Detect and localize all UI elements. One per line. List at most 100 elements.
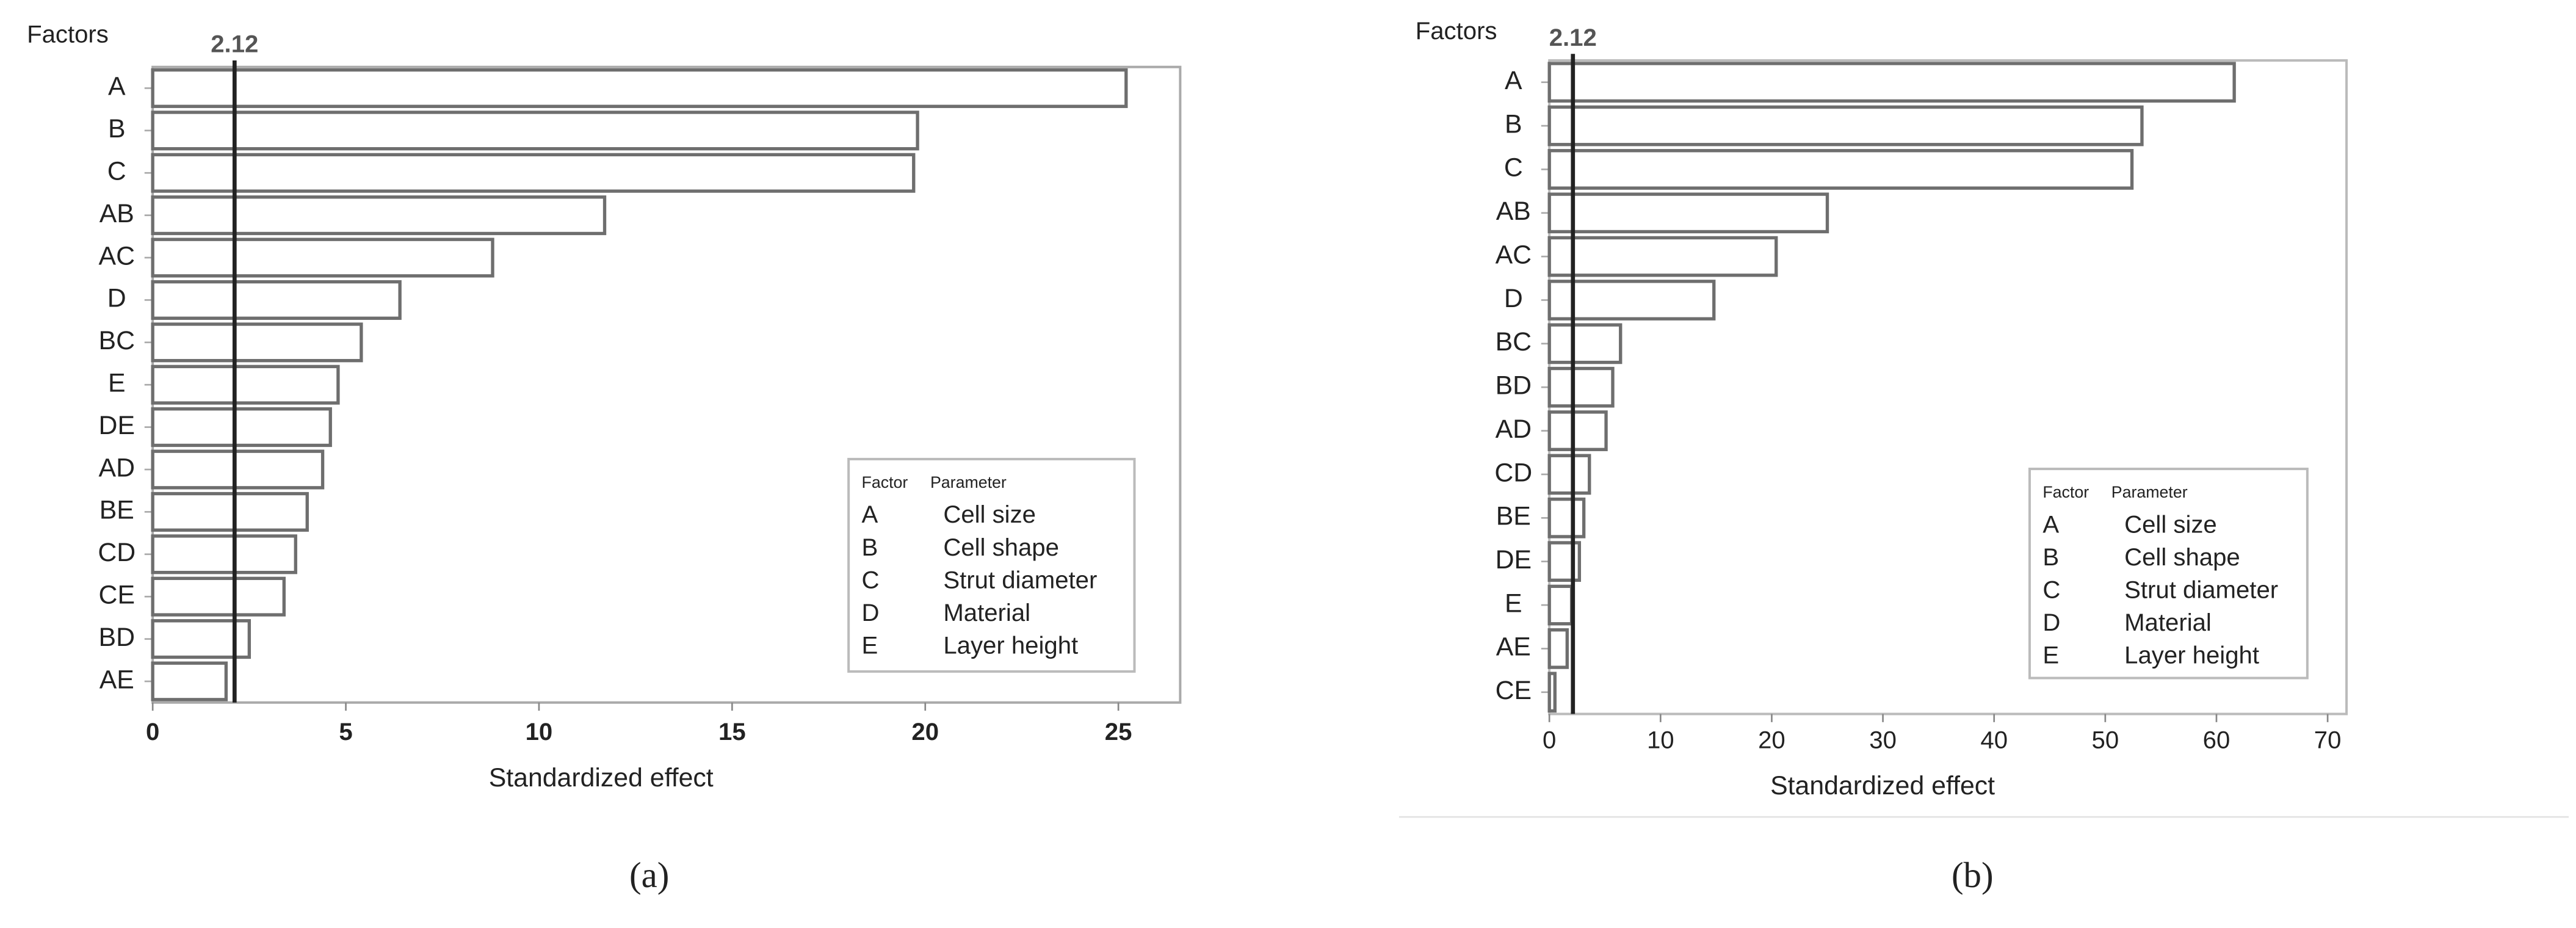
bar: [1547, 497, 1586, 538]
legend-parameter: Cell shape: [943, 534, 1059, 561]
y-tick-label: AC: [99, 241, 135, 270]
y-tick-label: BD: [1496, 371, 1532, 401]
x-tick-label: 40: [1980, 727, 2008, 754]
bar: [1547, 454, 1591, 495]
y-tick-label: BE: [99, 496, 134, 525]
legend-header: Factor: [2042, 483, 2089, 501]
legend-factor: E: [2042, 641, 2059, 669]
legend-box: [2028, 468, 2309, 680]
legend-factor: E: [862, 631, 878, 659]
legend-factor: D: [862, 599, 880, 626]
legend-parameter: Strut diameter: [943, 566, 1097, 593]
y-tick-label: AE: [99, 665, 134, 694]
x-tick-label: 0: [1543, 727, 1556, 754]
y-tick-label: BE: [1496, 502, 1531, 531]
y-tick-label: AE: [1496, 633, 1531, 662]
legend-parameter: Strut diameter: [2124, 576, 2278, 603]
y-tick-label: E: [108, 369, 126, 398]
legend-factor: D: [2042, 609, 2060, 636]
bar: [151, 449, 325, 490]
y-tick-label: B: [108, 114, 126, 143]
x-tick-label: 15: [718, 718, 746, 745]
y-tick-label: AD: [99, 453, 135, 482]
bar: [1547, 366, 1615, 408]
x-axis-title: Standardized effect: [1770, 771, 1995, 800]
x-tick-label: 25: [1105, 718, 1132, 745]
y-tick-label: AD: [1496, 415, 1532, 444]
legend-box: [847, 457, 1136, 673]
y-tick-label: C: [1504, 153, 1523, 183]
legend-parameter: Layer height: [943, 631, 1078, 659]
bar: [1547, 323, 1623, 364]
y-tick-label: BD: [99, 623, 135, 652]
x-tick-label: 60: [2203, 727, 2230, 754]
caption: (b): [1952, 855, 1994, 895]
y-tick-label: CE: [1496, 676, 1532, 705]
bar: [1547, 584, 1574, 626]
y-tick-label: D: [1504, 284, 1523, 313]
y-tick-label: A: [108, 72, 126, 101]
legend-factor: A: [862, 501, 878, 528]
bar: [151, 576, 286, 617]
legend-header: Factor: [862, 473, 908, 491]
y-tick-label: CE: [99, 581, 135, 610]
x-tick-label: 10: [526, 718, 553, 745]
y-axis-title: Factors: [27, 20, 109, 48]
bar: [151, 491, 309, 532]
bar: [1547, 105, 2144, 147]
bar: [151, 661, 228, 701]
legend-factor: C: [2042, 576, 2060, 603]
y-tick-label: DE: [99, 411, 135, 440]
caption: (a): [629, 855, 669, 895]
x-tick-label: 30: [1869, 727, 1897, 754]
legend-parameter: Cell size: [943, 501, 1036, 528]
legend-parameter: Material: [2124, 609, 2212, 636]
bar: [1547, 192, 1829, 234]
y-axis-title: Factors: [1416, 17, 1497, 45]
bar: [1547, 236, 1778, 277]
y-tick-label: AB: [99, 199, 134, 228]
y-tick-label: AC: [1496, 240, 1532, 269]
legend-parameter: Material: [943, 599, 1030, 626]
bar: [1547, 62, 2236, 103]
y-tick-label: BC: [1496, 327, 1532, 357]
y-tick-label: A: [1505, 66, 1522, 95]
bar: [151, 195, 607, 236]
x-tick-label: 5: [339, 718, 352, 745]
reference-label: 2.12: [1549, 24, 1597, 51]
x-tick-label: 20: [911, 718, 939, 745]
reference-label: 2.12: [211, 31, 258, 58]
bar: [151, 280, 402, 320]
legend-factor: B: [862, 534, 878, 561]
x-tick-label: 50: [2092, 727, 2119, 754]
legend-parameter: Cell shape: [2124, 543, 2240, 571]
x-tick-label: 10: [1647, 727, 1674, 754]
bar: [151, 153, 916, 193]
legend-factor: A: [2042, 510, 2059, 538]
bar: [151, 68, 1128, 108]
bar: [1547, 672, 1557, 713]
y-tick-label: E: [1505, 589, 1522, 618]
bar: [1547, 628, 1569, 669]
bar: [1547, 280, 1716, 321]
legend-header: Parameter: [2111, 483, 2188, 501]
y-tick-label: DE: [1496, 545, 1532, 575]
y-tick-label: C: [107, 157, 126, 186]
x-axis-title: Standardized effect: [489, 763, 714, 792]
x-tick-label: 0: [146, 718, 159, 745]
bar: [151, 534, 297, 575]
bar: [151, 111, 919, 151]
x-tick-label: 20: [1758, 727, 1785, 754]
y-tick-label: B: [1505, 109, 1522, 139]
legend-parameter: Cell size: [2124, 510, 2217, 538]
legend-header: Parameter: [930, 473, 1007, 491]
bar: [1547, 410, 1608, 451]
bar: [151, 322, 363, 363]
bar: [1547, 149, 2134, 190]
y-tick-label: AB: [1496, 197, 1531, 226]
bar: [151, 364, 340, 405]
legend-factor: C: [862, 566, 880, 593]
legend-factor: B: [2042, 543, 2059, 571]
